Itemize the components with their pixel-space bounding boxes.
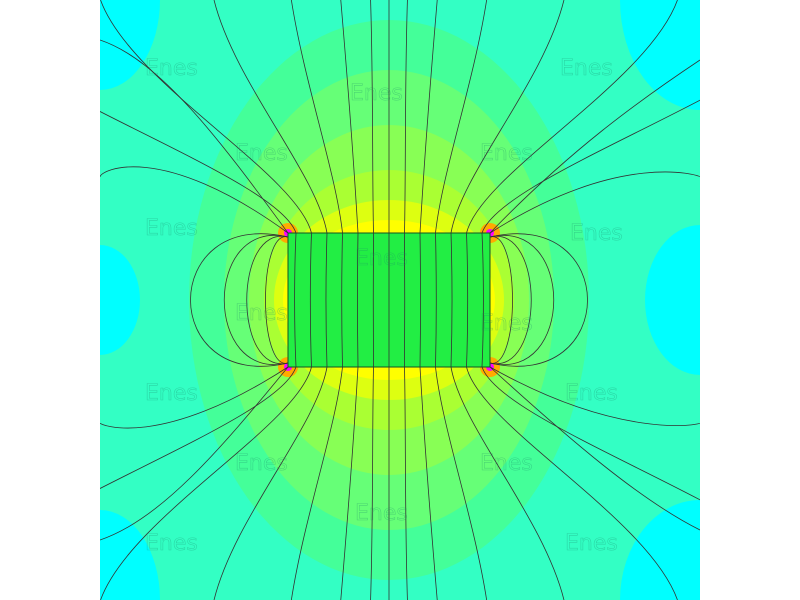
field-line xyxy=(213,366,328,600)
field-line xyxy=(100,0,312,234)
field-line xyxy=(466,232,469,368)
watermark-logo: Enes xyxy=(355,501,408,526)
field-line xyxy=(265,236,289,364)
watermark-logo: Enes xyxy=(565,531,618,556)
field-line xyxy=(190,233,289,367)
field-line xyxy=(100,166,289,234)
field-line xyxy=(489,366,700,427)
field-line xyxy=(450,366,565,600)
field-line xyxy=(489,366,700,531)
watermark-logo: Enes xyxy=(480,311,533,336)
field-line xyxy=(290,366,343,600)
field-line xyxy=(435,0,488,234)
field-line xyxy=(100,366,312,600)
field-plot: Enes Enes Enes Enes Enes Enes Enes Enes Enes Enes… xyxy=(100,0,700,600)
low-field-regions xyxy=(100,0,700,600)
field-line xyxy=(489,235,532,365)
watermark-logo: Enes xyxy=(235,451,288,476)
field-line xyxy=(466,366,678,600)
field-line xyxy=(341,232,343,368)
watermark-logo: Enes xyxy=(145,531,198,556)
field-line xyxy=(481,232,484,368)
field-line xyxy=(419,0,438,234)
field-line xyxy=(100,111,297,234)
watermark-logo: Enes xyxy=(355,246,408,271)
field-line xyxy=(419,366,438,600)
watermark-logo: Enes xyxy=(145,216,198,241)
field-line xyxy=(340,366,359,600)
field-line xyxy=(294,232,297,368)
field-line xyxy=(489,171,700,234)
field-line xyxy=(340,0,359,234)
field-line xyxy=(435,366,488,600)
field-line xyxy=(100,366,297,489)
watermark-logo: Enes xyxy=(570,221,623,246)
field-lines xyxy=(100,0,700,600)
field-line xyxy=(489,233,588,367)
watermark-logo: Enes xyxy=(350,81,403,106)
field-line xyxy=(450,232,453,368)
field-line xyxy=(466,0,678,234)
watermark-logo: Enes xyxy=(480,141,533,166)
field-line xyxy=(435,232,437,368)
field-line xyxy=(489,236,513,364)
watermark-logo: Enes xyxy=(145,381,198,406)
watermark-logo: Enes xyxy=(145,56,198,81)
field-line xyxy=(481,366,700,501)
watermark-logo: Enes xyxy=(560,56,613,81)
field-line xyxy=(100,39,289,234)
field-line xyxy=(290,0,343,234)
field-line xyxy=(309,232,312,368)
field-line xyxy=(246,235,289,365)
field-line xyxy=(325,232,328,368)
field-line xyxy=(100,366,289,429)
field-line xyxy=(489,59,700,234)
field-line xyxy=(481,99,700,234)
field-line xyxy=(213,0,328,234)
watermark-logo: Enes xyxy=(480,451,533,476)
field-line xyxy=(404,366,408,600)
field-line xyxy=(404,0,408,234)
watermark-logo: Enes xyxy=(565,381,618,406)
watermark-logo: Enes xyxy=(235,301,288,326)
watermarks: Enes Enes Enes Enes Enes Enes Enes Enes Enes Enes… xyxy=(145,56,623,557)
field-line xyxy=(450,0,565,234)
watermark-logo: Enes xyxy=(235,141,288,166)
field-line xyxy=(370,366,374,600)
field-line xyxy=(370,0,374,234)
field-line xyxy=(100,366,289,541)
